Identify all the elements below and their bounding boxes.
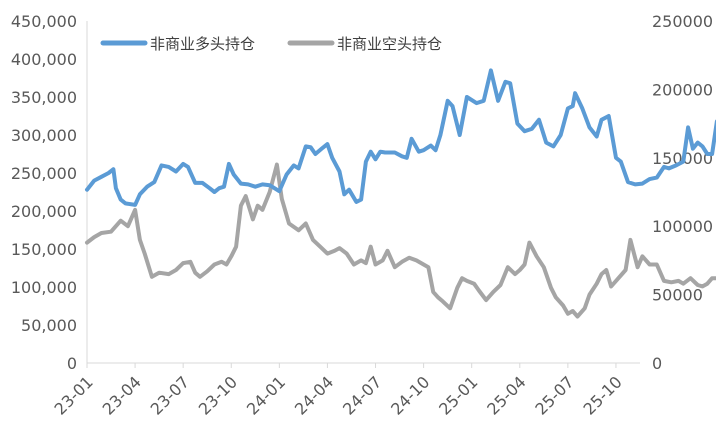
y-right-tick-label: 50000 [652, 286, 703, 305]
legend-label-short: 非商业空头持仓 [337, 35, 442, 53]
x-tick-label: 23-10 [195, 372, 241, 418]
y-left-tick-label: 450,000 [11, 12, 77, 31]
y-right-tick-label: 200000 [652, 80, 713, 99]
x-tick-label: 24-07 [339, 372, 385, 418]
legend-label-long: 非商业多头持仓 [150, 35, 255, 53]
x-tick-label: 25-10 [579, 372, 625, 418]
x-tick-label: 23-07 [147, 372, 193, 418]
y-left-tick-label: 250,000 [11, 164, 77, 183]
x-tick-label: 24-04 [291, 372, 337, 418]
y-left-tick-label: 200,000 [11, 202, 77, 221]
series-layer [85, 68, 716, 319]
y-left-tick-label: 50,000 [21, 316, 77, 335]
x-tick-label: 23-04 [99, 372, 145, 418]
y-right-tick-label: 0 [652, 354, 662, 373]
y-right-tick-label: 250000 [652, 12, 713, 31]
x-tick-label: 24-10 [387, 372, 433, 418]
x-tick-label: 25-01 [435, 372, 481, 418]
y-right-tick-label: 100000 [652, 217, 713, 236]
y-left-tick-label: 0 [67, 354, 77, 373]
long-series-line [85, 68, 716, 207]
y-left-tick-label: 300,000 [11, 126, 77, 145]
legend: 非商业多头持仓 非商业空头持仓 [100, 35, 442, 53]
y-left-tick-label: 400,000 [11, 50, 77, 69]
y-left-tick-label: 350,000 [11, 88, 77, 107]
x-tick-label: 25-04 [483, 372, 529, 418]
y-left-tick-label: 150,000 [11, 240, 77, 259]
x-tick-label: 24-01 [243, 372, 289, 418]
axes-layer: 0 50,000 100,000 150,000 200,000 250,000 300,0… [11, 12, 713, 419]
short-series-line [85, 162, 716, 319]
y-left-tick-label: 100,000 [11, 278, 77, 297]
x-tick-label: 23-01 [51, 372, 97, 418]
x-tick-label: 25-07 [531, 372, 577, 418]
